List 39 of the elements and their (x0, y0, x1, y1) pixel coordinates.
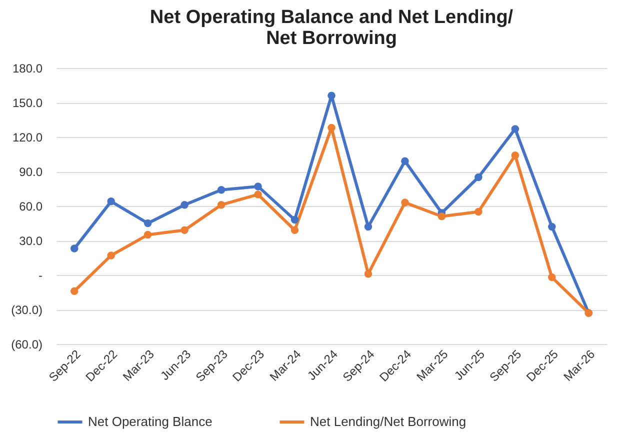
point (290, 216, 299, 224)
point (290, 226, 299, 234)
point (144, 219, 152, 228)
point (511, 125, 520, 133)
point (144, 230, 152, 239)
legend-label: Net Lending/Net Borrowing (310, 414, 466, 429)
point (180, 200, 188, 209)
y-tick-label: (60.0) (11, 338, 42, 352)
y-tick-label: - (38, 268, 42, 282)
point (328, 124, 336, 132)
point (401, 157, 409, 166)
point (217, 186, 226, 194)
point (217, 200, 226, 209)
point (401, 198, 409, 206)
y-tick-label: 150.0 (12, 96, 43, 110)
point (438, 212, 446, 220)
point (70, 287, 78, 295)
y-tick-label: 120.0 (12, 130, 43, 144)
legend-label: Net Operating Blance (88, 414, 212, 429)
point (328, 92, 336, 100)
point (474, 208, 482, 216)
point (107, 252, 115, 260)
y-tick-label: 180.0 (12, 62, 43, 76)
y-tick-label: 60.0 (19, 200, 43, 214)
point (548, 273, 556, 282)
point (70, 244, 78, 252)
y-tick-label: 90.0 (19, 165, 43, 179)
y-tick-label: (30.0) (11, 303, 42, 317)
point (254, 190, 262, 198)
point (364, 222, 372, 231)
point (254, 182, 262, 190)
y-tick-label: 30.0 (19, 234, 43, 248)
point (364, 270, 372, 278)
point (548, 222, 556, 231)
point (511, 152, 520, 160)
point (107, 198, 115, 206)
point (180, 226, 188, 234)
chart-title: Net Operating Balance and Net Lending/Net Borrowing (150, 7, 514, 49)
point (474, 173, 482, 182)
